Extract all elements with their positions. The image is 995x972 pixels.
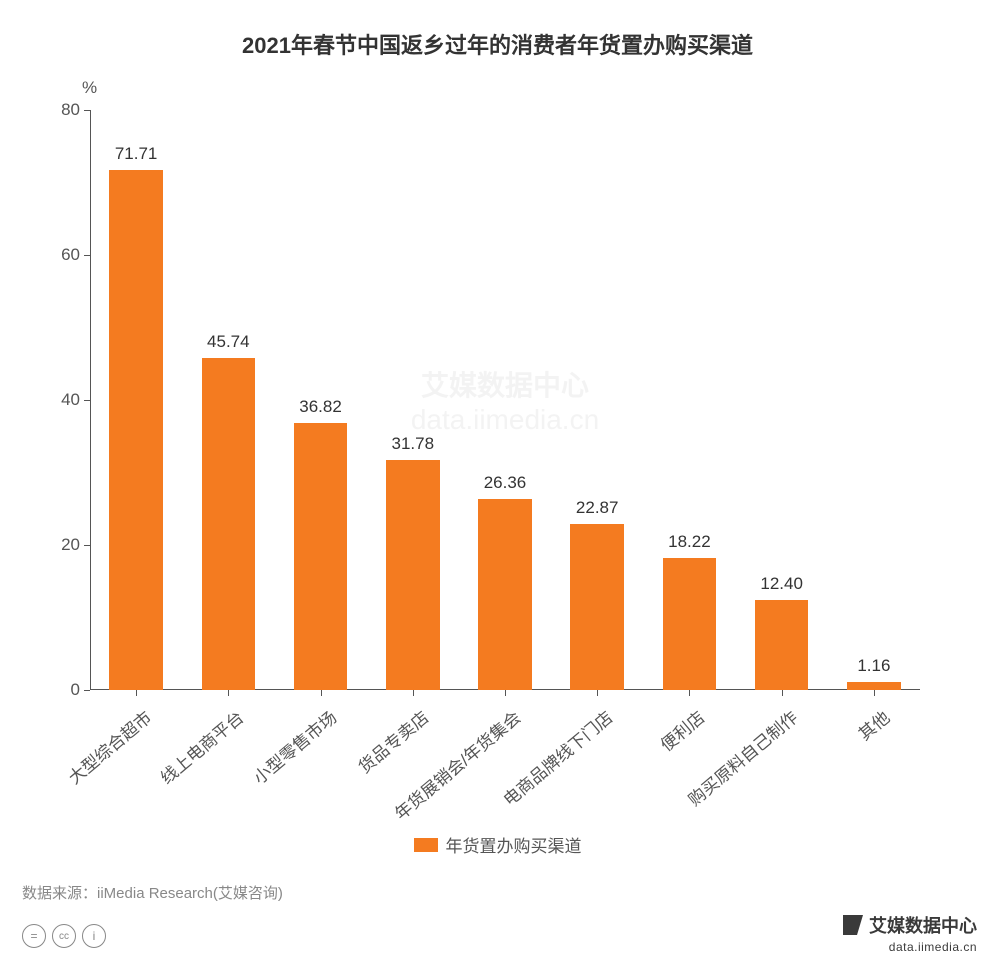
bar: 36.82 [294, 423, 347, 690]
bar: 1.16 [847, 682, 900, 690]
brand-watermark-line2: data.iimedia.cn [843, 940, 977, 954]
y-tick-label: 20 [61, 535, 80, 555]
y-tick-label: 40 [61, 390, 80, 410]
data-source: 数据来源：iiMedia Research(艾媒咨询) [22, 882, 283, 903]
bar: 71.71 [109, 170, 162, 690]
x-tick-mark [874, 690, 875, 696]
legend-label: 年货置办购买渠道 [446, 832, 582, 857]
x-tick-mark [689, 690, 690, 696]
x-tick-mark [782, 690, 783, 696]
bar: 18.22 [663, 558, 716, 690]
y-tick-mark [84, 690, 90, 691]
brand-watermark-line1: 艾媒数据中心 [869, 912, 977, 938]
legend: 年货置办购买渠道 [0, 832, 995, 857]
license-i-icon: i [82, 924, 106, 948]
x-tick-mark [321, 690, 322, 696]
bar-value-label: 1.16 [857, 656, 890, 676]
x-tick-label: 线上电商平台 [154, 704, 248, 789]
x-tick-mark [136, 690, 137, 696]
x-tick-mark [505, 690, 506, 696]
bar-value-label: 31.78 [391, 434, 434, 454]
bar-value-label: 36.82 [299, 397, 342, 417]
y-tick-label: 0 [71, 680, 80, 700]
chart-title: 2021年春节中国返乡过年的消费者年货置办购买渠道 [0, 0, 995, 60]
x-tick-label: 便利店 [654, 704, 709, 756]
bar-value-label: 45.74 [207, 332, 250, 352]
x-tick-label: 大型综合超市 [62, 704, 156, 789]
license-icons: =cci [22, 924, 106, 948]
plot-area: 艾媒数据中心 data.iimedia.cn % 71.7145.7436.82… [90, 110, 920, 690]
license-=-icon: = [22, 924, 46, 948]
chart-container: 2021年春节中国返乡过年的消费者年货置办购买渠道 艾媒数据中心 data.ii… [0, 0, 995, 972]
bar-value-label: 22.87 [576, 498, 619, 518]
x-tick-label: 小型零售市场 [246, 704, 340, 789]
bar: 12.40 [755, 600, 808, 690]
brand-watermark: 艾媒数据中心 data.iimedia.cn [843, 912, 977, 954]
bar: 45.74 [202, 358, 255, 690]
source-text: iiMedia Research(艾媒咨询) [97, 885, 283, 902]
x-tick-label: 货品专卖店 [352, 704, 433, 778]
x-tick-mark [228, 690, 229, 696]
y-tick-label: 80 [61, 100, 80, 120]
y-tick-mark [84, 545, 90, 546]
bar-value-label: 26.36 [484, 473, 527, 493]
license-cc-icon: cc [52, 924, 76, 948]
source-prefix: 数据来源： [22, 885, 97, 902]
bar: 31.78 [386, 460, 439, 690]
bar-value-label: 18.22 [668, 532, 711, 552]
y-tick-mark [84, 110, 90, 111]
brand-logo-icon [843, 915, 863, 935]
y-tick-mark [84, 400, 90, 401]
y-axis-unit: % [82, 78, 97, 98]
bar: 22.87 [570, 524, 623, 690]
bars-group: 71.71 45.74 36.82 31.78 26.36 22.87 18.22 12.40… [90, 110, 920, 690]
x-tick-mark [597, 690, 598, 696]
y-tick-label: 60 [61, 245, 80, 265]
x-tick-label: 其他 [852, 704, 894, 745]
bar-value-label: 12.40 [760, 574, 803, 594]
y-tick-mark [84, 255, 90, 256]
bar: 26.36 [478, 499, 531, 690]
bar-value-label: 71.71 [115, 144, 158, 164]
legend-swatch [414, 838, 438, 852]
x-tick-mark [413, 690, 414, 696]
